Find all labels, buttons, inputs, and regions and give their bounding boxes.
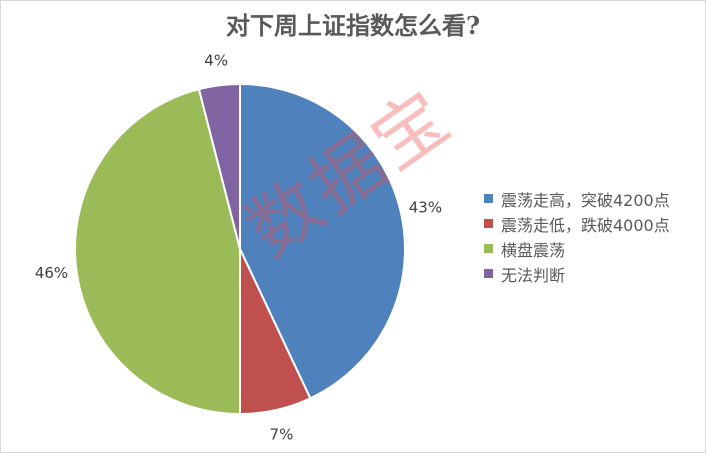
pie-slice bbox=[239, 82, 406, 400]
legend-label: 无法判断 bbox=[501, 265, 566, 285]
legend-swatch bbox=[484, 244, 493, 253]
data-label: 7% bbox=[270, 425, 294, 443]
chart-title: 对下周上证指数怎么看? bbox=[225, 11, 481, 40]
legend: 震荡走高，突破4200点 震荡走低，跌破4000点 横盘震荡 无法判断 bbox=[484, 186, 670, 286]
legend-label: 横盘震荡 bbox=[501, 240, 566, 260]
legend-label: 震荡走低，跌破4000点 bbox=[501, 215, 670, 235]
legend-item: 横盘震荡 bbox=[484, 236, 670, 261]
legend-label: 震荡走高，突破4200点 bbox=[501, 190, 670, 210]
data-label: 43% bbox=[409, 199, 442, 217]
legend-swatch bbox=[484, 194, 493, 203]
data-label: 4% bbox=[204, 51, 228, 69]
data-label: 46% bbox=[35, 264, 68, 282]
pie-slice bbox=[197, 82, 241, 250]
legend-swatch bbox=[484, 219, 493, 228]
legend-item: 无法判断 bbox=[484, 261, 670, 286]
pie-slice bbox=[74, 87, 241, 416]
legend-item: 震荡走高，突破4200点 bbox=[484, 186, 670, 211]
legend-item: 震荡走低，跌破4000点 bbox=[484, 211, 670, 236]
legend-swatch bbox=[484, 269, 493, 278]
